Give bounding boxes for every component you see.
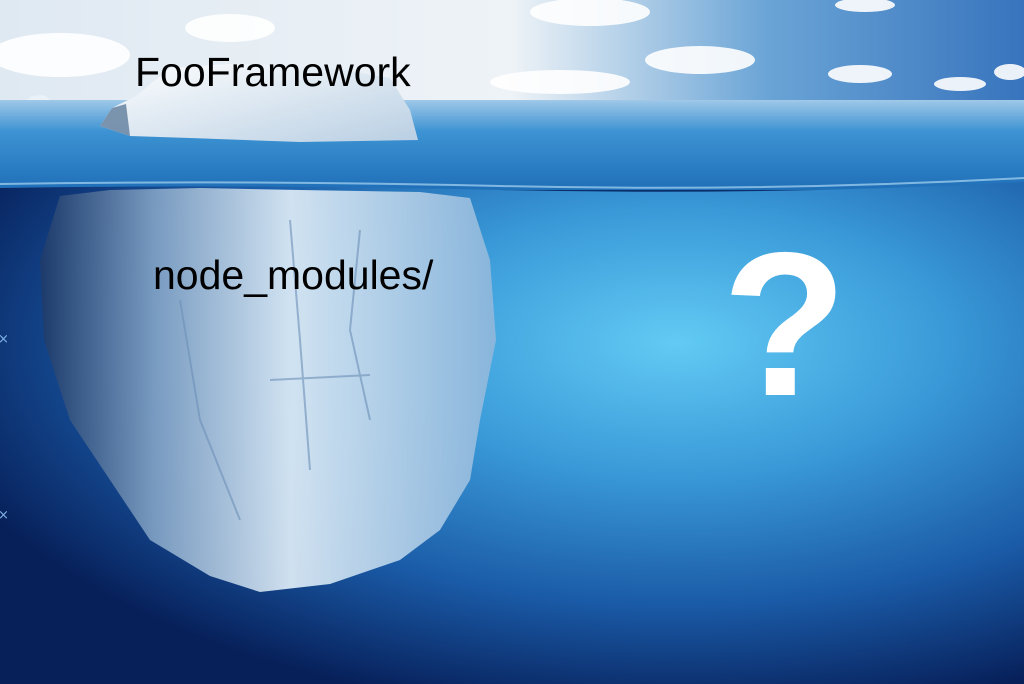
iceberg-tip [100,64,418,142]
edge-artifact-icon: × [0,332,9,347]
caption-bottom: node_modules/ [153,252,434,298]
edge-artifact-icon: × [0,508,9,523]
caption-top: FooFramework [135,49,411,95]
clouds [0,0,1024,94]
question-mark: ? [722,210,848,439]
iceberg-underwater [40,188,496,592]
